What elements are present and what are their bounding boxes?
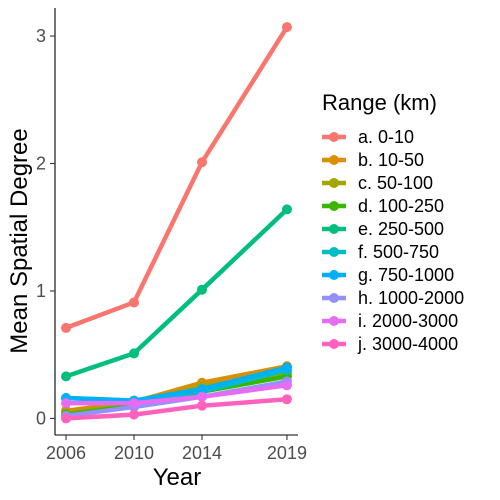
legend-item: g. 750-1000 (322, 265, 454, 285)
legend-label: c. 50-100 (358, 173, 433, 193)
legend-label: b. 10-50 (358, 150, 424, 170)
y-tick-label: 1 (36, 281, 46, 301)
data-point (281, 204, 292, 215)
legend-key-point (329, 270, 339, 280)
legend-item: h. 1000-2000 (322, 288, 464, 308)
data-point (196, 400, 207, 411)
legend-key-point (329, 339, 339, 349)
legend-item: j. 3000-4000 (322, 334, 458, 354)
series-line (63, 383, 290, 406)
data-point (281, 394, 292, 405)
data-point (281, 362, 292, 373)
x-tick-label: 2006 (46, 443, 86, 463)
series-group (61, 394, 292, 424)
legend: Range (km) a. 0-10 b. 10-50 c. 50-100 d. 10… (322, 90, 464, 354)
legend-item: c. 50-100 (322, 173, 433, 193)
y-tick-label: 2 (36, 154, 46, 174)
legend-label: i. 2000-3000 (358, 311, 458, 331)
legend-item: e. 250-500 (322, 219, 444, 239)
legend-label: j. 3000-4000 (357, 334, 458, 354)
legend-label: e. 250-500 (358, 219, 444, 239)
data-point (281, 22, 292, 33)
legend-key-point (329, 132, 339, 142)
y-ticks: 0 1 2 3 (36, 26, 55, 428)
data-point (61, 413, 72, 424)
plot-area (61, 22, 292, 424)
x-tick-label: 2010 (114, 443, 154, 463)
x-ticks: 2006 2010 2014 2019 (46, 435, 307, 463)
legend-key-point (329, 293, 339, 303)
data-point (281, 380, 292, 391)
series-group (61, 380, 292, 409)
data-point (61, 398, 72, 409)
legend-item: a. 0-10 (322, 127, 414, 147)
series-line (63, 207, 290, 379)
data-point (196, 391, 207, 402)
series-group (61, 22, 292, 333)
y-tick-label: 3 (36, 26, 46, 46)
data-point (196, 284, 207, 295)
legend-item: d. 100-250 (322, 196, 444, 216)
legend-label: h. 1000-2000 (358, 288, 464, 308)
series-group (61, 204, 292, 382)
data-point (129, 297, 140, 308)
series-line (63, 365, 290, 403)
legend-key-point (329, 224, 339, 234)
y-tick-label: 0 (36, 408, 46, 428)
legend-item: i. 2000-3000 (322, 311, 458, 331)
data-point (129, 348, 140, 359)
legend-key-point (329, 155, 339, 165)
data-point (196, 157, 207, 168)
legend-label: g. 750-1000 (358, 265, 454, 285)
axes (54, 8, 298, 436)
legend-key-point (329, 178, 339, 188)
data-point (61, 322, 72, 333)
series-line (63, 24, 290, 331)
x-tick-label: 2019 (267, 443, 307, 463)
legend-label: f. 500-750 (358, 242, 439, 262)
legend-label: a. 0-10 (358, 127, 414, 147)
y-axis-title: Mean Spatial Degree (6, 128, 33, 353)
data-point (196, 384, 207, 395)
legend-items: a. 0-10 b. 10-50 c. 50-100 d. 100-250 e. 250… (322, 127, 464, 354)
legend-label: d. 100-250 (358, 196, 444, 216)
data-point (129, 398, 140, 409)
x-axis-title: Year (153, 464, 202, 491)
legend-key-point (329, 201, 339, 211)
data-point (129, 409, 140, 420)
legend-item: b. 10-50 (322, 150, 424, 170)
data-point (61, 371, 72, 382)
legend-key-point (329, 247, 339, 257)
legend-key-point (329, 316, 339, 326)
legend-item: f. 500-750 (322, 242, 439, 262)
legend-title: Range (km) (322, 90, 437, 115)
series-line (63, 397, 290, 421)
x-tick-label: 2014 (182, 443, 222, 463)
